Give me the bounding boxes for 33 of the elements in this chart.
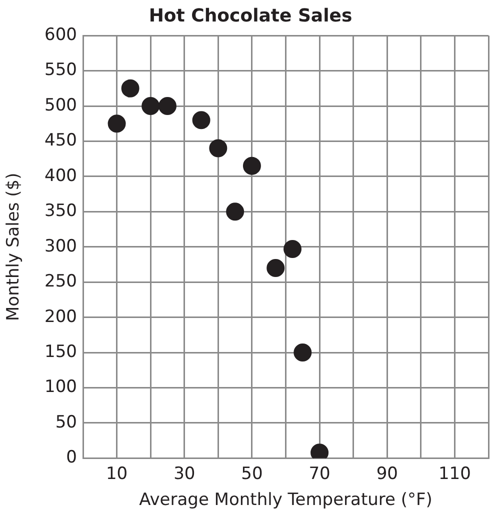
point [192,111,210,130]
point [266,259,285,278]
y-tick-label: 300 [44,236,77,256]
point [158,97,176,116]
x-tick-label: 70 [308,464,330,484]
chart-title: Hot Chocolate Sales [148,5,352,26]
y-tick-label: 600 [44,25,77,46]
point [242,156,261,175]
y-tick-label: 550 [44,60,77,80]
y-tick-label: 0 [66,448,77,468]
x-tick-label: 30 [174,464,196,484]
y-tick-label: 400 [44,166,77,186]
x-tick-label: 110 [438,464,471,484]
y-tick-label: 50 [55,412,77,432]
y-tick-label: 100 [44,377,77,398]
y-tick-label: 450 [44,130,77,151]
y-tick-label: 350 [44,201,77,222]
y-tick-label: 250 [44,272,77,292]
point [142,97,160,116]
x-axis-title: Average Monthly Temperature (°F) [139,490,432,510]
point [284,240,302,258]
point [294,344,312,362]
y-tick-label: 150 [44,342,77,362]
point [108,114,126,133]
x-tick-label: 90 [376,464,398,484]
y-axis-title: Monthly Sales ($) [4,172,24,321]
point [226,202,244,221]
x-tick-label: 50 [241,464,263,484]
point [121,79,140,98]
point [209,139,228,158]
y-tick-label: 500 [44,95,77,116]
y-tick-label: 200 [44,306,77,327]
x-tick-label: 10 [106,464,128,484]
